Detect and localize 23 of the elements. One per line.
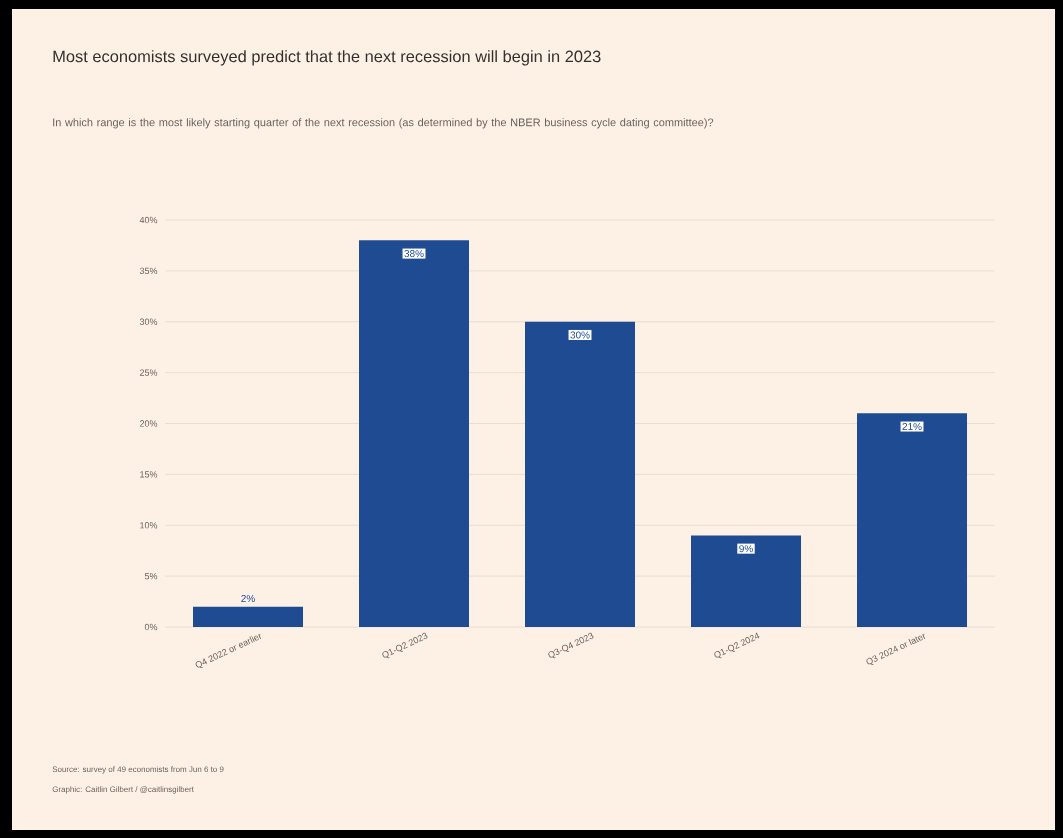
y-tick-label: 0% (144, 623, 158, 631)
bar (691, 535, 802, 627)
bar (193, 606, 303, 627)
y-tick-label: 30% (139, 318, 158, 325)
data-label: 38% (404, 250, 424, 258)
x-tick-label: Q4 2022 or earlier (195, 633, 262, 669)
y-tick-label: 40% (139, 216, 158, 224)
data-label: 2% (241, 594, 255, 602)
chart-subtitle: In which range is the most likely starting quarter of the next recession (as determined by the NBER business cycle dating committee)? (53, 118, 714, 129)
data-label: 9% (739, 545, 753, 553)
bar (857, 413, 968, 627)
bar (525, 321, 635, 627)
y-tick-label: 35% (139, 267, 158, 275)
y-tick-label: 10% (140, 522, 158, 529)
x-tick-label: Q3 2024 or later (866, 633, 926, 665)
bar (359, 240, 469, 627)
y-tick-label: 5% (144, 572, 158, 580)
y-tick-label: 20% (139, 420, 158, 427)
chart-title: Most economists surveyed predict that the next recession will begin in 2023 (53, 50, 601, 66)
data-label: 30% (570, 331, 590, 339)
y-tick-label: 15% (140, 471, 158, 478)
y-tick-label: 25% (139, 369, 158, 376)
data-label: 21% (902, 423, 922, 431)
